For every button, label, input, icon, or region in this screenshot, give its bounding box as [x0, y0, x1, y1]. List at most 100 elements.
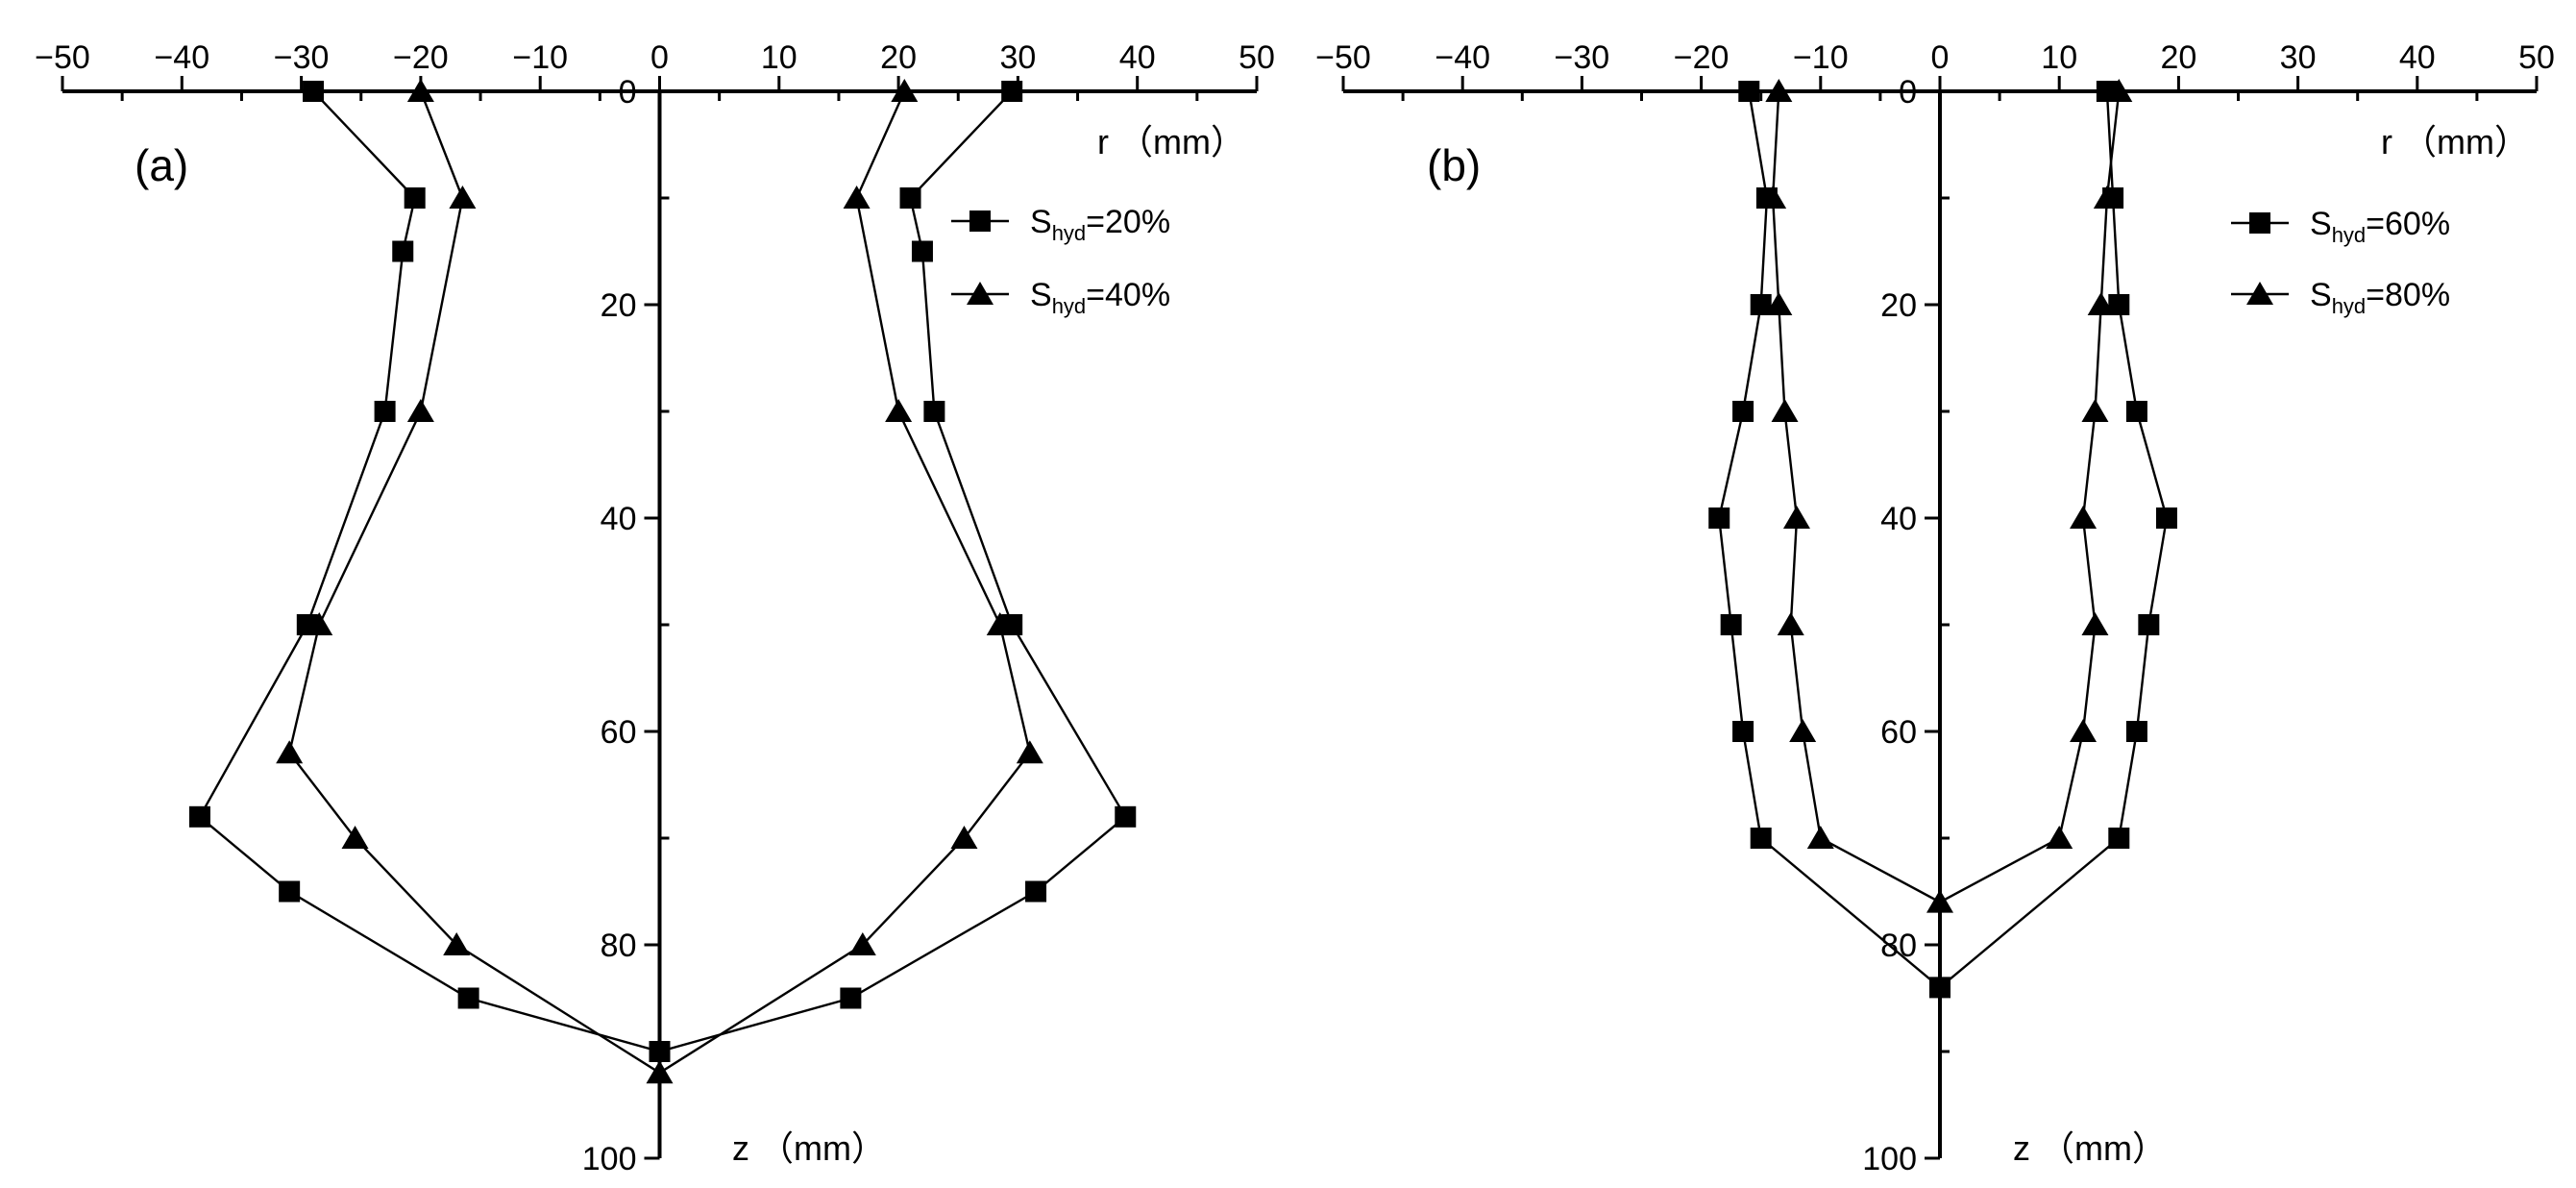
data-point-triangle	[1016, 740, 1043, 764]
z-axis-tick-label: 20	[601, 287, 637, 324]
r-axis-tick-label: 10	[2041, 39, 2077, 76]
data-point-triangle	[1777, 612, 1804, 635]
data-point-square	[404, 187, 426, 209]
z-axis-tick-label: 60	[601, 714, 637, 751]
data-point-triangle	[1789, 719, 1817, 742]
r-axis-tick-label: 40	[2399, 39, 2436, 76]
data-point-triangle	[891, 79, 919, 102]
data-point-square	[374, 401, 396, 422]
legend-label: Shyd=40%	[1030, 277, 1170, 318]
data-point-square	[840, 987, 862, 1009]
data-point-triangle	[2081, 399, 2109, 422]
data-point-square	[457, 987, 479, 1009]
r-axis-tick-label: −40	[1435, 39, 1490, 76]
z-axis-tick-label: 40	[1880, 501, 1917, 537]
data-point-square	[1750, 294, 1772, 315]
panel-b: −50 −40 −30 −20 −10 0 10 20 30 40 50 0 20 40 60 80 100 (b…	[1315, 39, 2555, 1177]
data-point-triangle	[2087, 292, 2115, 315]
data-point-square	[911, 240, 933, 262]
z-axis-tick-label: 100	[582, 1141, 637, 1177]
data-point-triangle	[950, 826, 978, 849]
data-point-triangle	[1765, 292, 1793, 315]
data-point-triangle	[1759, 186, 1787, 209]
r-axis-tick-label: −50	[1315, 39, 1371, 76]
r-axis-tick-label: 30	[2280, 39, 2317, 76]
data-point-triangle	[276, 740, 304, 764]
data-point-square	[392, 240, 414, 262]
r-axis-tick-label: 20	[2160, 39, 2196, 76]
r-axis-tick-label: 0	[650, 39, 669, 76]
legend-entry: Shyd=60%	[2231, 206, 2450, 247]
r-axis-tick-label: 50	[2518, 39, 2555, 76]
series-line	[1771, 90, 2121, 903]
r-axis-tick-label: −10	[512, 39, 568, 76]
r-axis-tick-label: 20	[880, 39, 917, 76]
data-point-triangle	[2105, 79, 2133, 102]
r-axis-title: r （mm）	[1097, 122, 1245, 161]
panel-a: −50 −40 −30 −20 −10 0 10 20 30 40 50 0 20 40 60 80 100 (a…	[35, 39, 1275, 1177]
r-axis-tick-label: −20	[393, 39, 449, 76]
r-axis-tick-label: −20	[1674, 39, 1730, 76]
data-point-square	[1025, 880, 1047, 903]
r-axis-tick-label: 0	[1931, 39, 1950, 76]
panel-label: (a)	[135, 140, 188, 190]
r-axis-tick-label: 30	[999, 39, 1036, 76]
r-axis-tick-label: 10	[761, 39, 797, 76]
legend-marker-square	[2249, 212, 2270, 234]
data-point-square	[2108, 828, 2130, 849]
data-point-triangle	[1806, 826, 1834, 849]
data-point-square	[1001, 81, 1023, 102]
z-axis-title: z （mm）	[732, 1128, 886, 1168]
series-line	[198, 90, 1127, 1053]
data-point-triangle	[2070, 719, 2098, 742]
data-point-square	[2125, 721, 2147, 742]
data-point-square	[1708, 507, 1730, 529]
data-point-square	[1929, 977, 1950, 999]
legend-label: Shyd=20%	[1030, 204, 1170, 245]
z-axis-tick-label: 0	[1899, 74, 1917, 111]
legend-entry: Shyd=20%	[951, 204, 1170, 245]
legend-label: Shyd=80%	[2310, 277, 2450, 318]
data-point-triangle	[848, 932, 876, 955]
data-point-triangle	[1765, 79, 1793, 102]
z-axis-tick-label: 60	[1880, 714, 1917, 751]
data-point-triangle	[2046, 826, 2073, 849]
z-axis-tick-label: 100	[1862, 1141, 1917, 1177]
data-point-square	[2155, 507, 2177, 529]
legend-marker-triangle	[967, 282, 994, 305]
data-point-square	[1738, 81, 1760, 102]
panel-label: (b)	[1427, 140, 1481, 190]
r-axis-tick-label: −30	[274, 39, 330, 76]
legend-marker-square	[969, 210, 991, 232]
data-point-square	[1732, 721, 1754, 742]
data-point-square	[2108, 294, 2130, 315]
data-point-triangle	[1926, 889, 1953, 913]
series-square	[188, 81, 1137, 1062]
data-point-triangle	[406, 79, 434, 102]
z-axis-tick-label: 80	[601, 928, 637, 964]
data-point-triangle	[2081, 612, 2109, 635]
data-point-triangle	[443, 932, 471, 955]
series-line	[1717, 90, 2169, 989]
data-point-square	[899, 187, 921, 209]
data-point-triangle	[406, 399, 434, 422]
data-point-square	[188, 805, 210, 828]
series-triangle	[1759, 79, 2133, 913]
data-point-triangle	[2070, 506, 2098, 529]
data-point-triangle	[885, 399, 913, 422]
data-point-triangle	[986, 612, 1014, 635]
r-axis-tick-label: −30	[1555, 39, 1610, 76]
data-point-triangle	[1771, 399, 1799, 422]
data-point-square	[1720, 614, 1742, 635]
data-point-triangle	[646, 1060, 674, 1084]
z-axis-tick-label: 20	[1880, 287, 1917, 324]
legend-label: Shyd=60%	[2310, 206, 2450, 247]
data-point-triangle	[449, 186, 477, 209]
r-axis-tick-label: 50	[1239, 39, 1275, 76]
data-point-triangle	[306, 612, 333, 635]
data-point-square	[649, 1041, 671, 1062]
data-point-square	[1115, 805, 1137, 828]
data-point-triangle	[341, 826, 369, 849]
r-axis-title: r （mm）	[2381, 122, 2529, 161]
